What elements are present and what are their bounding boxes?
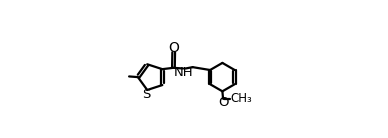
Text: O: O (168, 41, 179, 55)
Text: NH: NH (174, 66, 194, 79)
Text: O: O (218, 96, 229, 109)
Text: CH₃: CH₃ (230, 92, 252, 105)
Text: S: S (142, 88, 150, 101)
